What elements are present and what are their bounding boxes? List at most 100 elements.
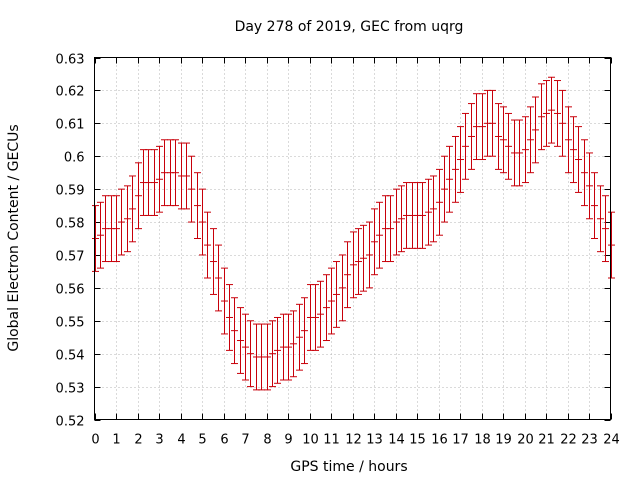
error-bar	[489, 89, 496, 157]
error-bar	[554, 80, 561, 147]
error-bar	[371, 208, 378, 276]
error-bar	[183, 142, 190, 210]
y-tick-label: 0.58	[56, 217, 85, 232]
error-bar	[355, 228, 362, 295]
y-tick-label: 0.6	[64, 151, 85, 166]
error-bar	[608, 211, 615, 279]
error-bar	[145, 149, 152, 216]
error-bar	[403, 182, 410, 249]
y-tick-label: 0.62	[56, 85, 85, 100]
error-bar	[495, 103, 502, 170]
error-bar	[328, 267, 335, 335]
error-bar	[274, 316, 281, 384]
error-bar	[441, 155, 448, 223]
error-bar	[156, 145, 163, 213]
error-bar	[124, 185, 131, 253]
error-bar	[301, 297, 308, 365]
error-bar	[559, 89, 566, 157]
error-bar	[118, 188, 125, 256]
error-bar	[285, 313, 292, 381]
error-bar	[387, 195, 394, 263]
y-tick-label: 0.63	[56, 53, 85, 68]
x-tick-label: 17	[452, 433, 469, 448]
error-bar	[419, 182, 426, 249]
error-bar	[102, 195, 109, 263]
error-bar	[543, 80, 550, 147]
plot-frame	[94, 57, 611, 420]
y-tick-label: 0.55	[56, 316, 85, 331]
error-bar	[522, 116, 529, 184]
y-tick-label: 0.57	[56, 250, 85, 265]
error-bar	[199, 188, 206, 256]
error-bar	[376, 201, 383, 269]
error-bar	[500, 106, 507, 174]
x-tick-label: 8	[263, 433, 271, 448]
error-bar	[527, 106, 534, 174]
error-bar	[452, 135, 459, 203]
x-tick-label: 14	[388, 433, 405, 448]
error-bar	[129, 175, 136, 243]
x-tick-label: 10	[302, 433, 319, 448]
error-bar	[258, 323, 265, 391]
error-bar	[436, 168, 443, 236]
error-bar	[194, 172, 201, 239]
error-bar	[516, 119, 523, 187]
error-bar	[548, 76, 555, 144]
error-bar	[204, 211, 211, 279]
x-tick-label: 7	[241, 433, 249, 448]
error-bar	[538, 83, 545, 151]
error-bar	[591, 172, 598, 239]
error-bars	[92, 76, 615, 391]
y-axis-label: Global Electron Content / GECUs	[6, 124, 22, 351]
y-tick-label: 0.56	[56, 283, 85, 298]
error-bar	[479, 93, 486, 161]
error-bar	[113, 195, 120, 263]
error-bar	[231, 297, 238, 365]
x-tick-label: 4	[177, 433, 185, 448]
y-tick-label: 0.59	[56, 184, 85, 199]
error-bar	[151, 149, 158, 216]
error-bar	[565, 106, 572, 174]
error-bar	[97, 201, 104, 269]
x-tick-label: 22	[560, 433, 577, 448]
error-bar	[597, 185, 604, 253]
error-bar	[333, 261, 340, 328]
error-bar	[425, 178, 432, 246]
x-tick-label: 18	[474, 433, 491, 448]
y-axis-ticks: 0.52 0.53 0.54 0.55 0.56 0.57 0.58 0.59 0.6 0.61 0…	[56, 53, 611, 430]
chart-title: Day 278 of 2019, GEC from uqrg	[235, 19, 464, 35]
error-bar	[296, 303, 303, 371]
error-bar	[350, 231, 357, 299]
x-tick-label: 6	[220, 433, 228, 448]
error-bar	[172, 139, 179, 207]
x-tick-label: 5	[198, 433, 206, 448]
x-tick-label: 0	[91, 433, 99, 448]
error-bar	[457, 126, 464, 193]
error-bar	[505, 112, 512, 180]
x-tick-label: 15	[409, 433, 426, 448]
error-bar	[210, 228, 217, 295]
error-bar	[446, 145, 453, 213]
error-bar	[135, 162, 142, 230]
error-bar	[360, 224, 367, 292]
x-tick-label: 23	[581, 433, 598, 448]
error-bar	[462, 112, 469, 180]
x-tick-label: 2	[134, 433, 142, 448]
x-tick-label: 9	[284, 433, 292, 448]
error-bar	[226, 284, 233, 351]
error-bar	[398, 185, 405, 253]
error-bar	[269, 320, 276, 388]
x-tick-label: 16	[431, 433, 448, 448]
error-bar	[247, 320, 254, 388]
error-bar	[473, 93, 480, 161]
error-bar	[366, 221, 373, 289]
error-bar	[581, 139, 588, 207]
error-bar	[323, 274, 330, 342]
error-bar	[430, 175, 437, 243]
error-bar	[586, 152, 593, 220]
error-bar	[339, 254, 346, 322]
error-bar	[602, 195, 609, 263]
x-tick-label: 20	[517, 433, 534, 448]
error-bar	[290, 310, 297, 378]
